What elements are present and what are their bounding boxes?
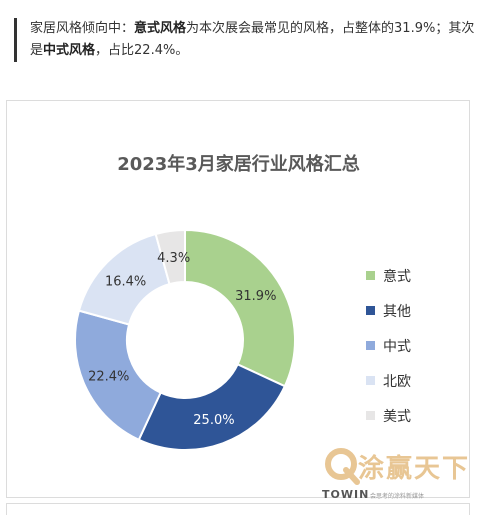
donut-data-label: 4.3% [157, 251, 190, 266]
donut-slice [154, 228, 186, 286]
intro-text-3: ，占比22.4%。 [95, 43, 189, 58]
legend-label: 其他 [383, 303, 411, 320]
legend-swatch [366, 341, 375, 350]
donut-slice [184, 228, 296, 388]
donut-data-label: 25.0% [193, 413, 234, 428]
donut-slice [74, 309, 162, 442]
legend-item: 其他 [366, 293, 411, 328]
legend-label: 美式 [383, 408, 411, 425]
legend-label: 中式 [383, 338, 411, 355]
intro-text-1: 家居风格倾向中： [30, 21, 135, 36]
legend-item: 意式 [366, 258, 411, 293]
watermark-name: 涂赢天下 [358, 454, 471, 484]
chart-legend: 意式其他中式北欧美式 [366, 258, 411, 433]
legend-swatch [366, 271, 375, 280]
legend-label: 意式 [383, 268, 411, 285]
intro-highlight-1: 意式风格 [134, 21, 187, 36]
legend-swatch [366, 306, 375, 315]
donut-data-label: 31.9% [235, 289, 276, 304]
donut-data-label: 22.4% [88, 369, 129, 384]
legend-swatch [366, 376, 375, 385]
legend-item: 中式 [366, 328, 411, 363]
legend-label: 北欧 [383, 373, 411, 390]
watermark-brand: TOWIN [322, 488, 370, 501]
intro-paragraph: 家居风格倾向中：意式风格为本次展会最常见的风格，占整体的31.9%；其次是中式风… [14, 18, 477, 62]
legend-item: 美式 [366, 398, 411, 433]
watermark: 涂赢天下 TOWIN 会思考的涂料新媒体 [322, 446, 472, 506]
legend-item: 北欧 [366, 363, 411, 398]
donut-data-label: 16.4% [105, 275, 146, 290]
donut-slice [137, 363, 287, 451]
intro-text-2: 为本次展会最常见的风格，占整体的31.9%；其次是 [30, 21, 475, 58]
watermark-logo-icon [325, 448, 360, 485]
intro-highlight-2: 中式风格 [43, 43, 96, 58]
watermark-slogan: 会思考的涂料新媒体 [370, 493, 425, 500]
legend-swatch [366, 411, 375, 420]
chart-title: 2023年3月家居行业风格汇总 [117, 154, 360, 175]
